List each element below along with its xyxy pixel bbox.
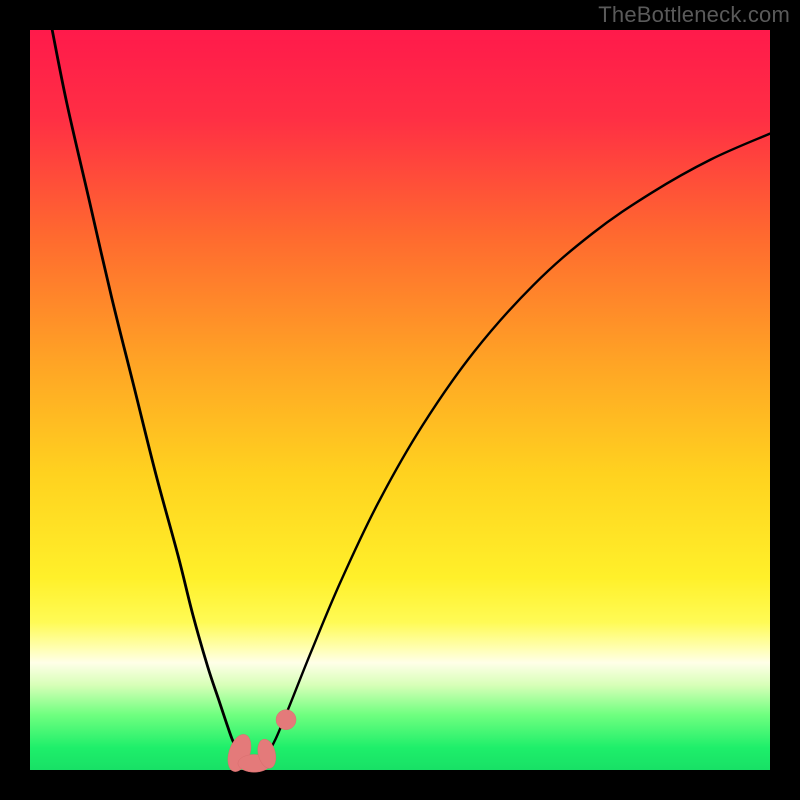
marker-dot <box>276 710 296 730</box>
bottleneck-chart <box>0 0 800 800</box>
chart-stage: TheBottleneck.com <box>0 0 800 800</box>
chart-background <box>30 30 770 770</box>
watermark-text: TheBottleneck.com <box>598 2 790 28</box>
